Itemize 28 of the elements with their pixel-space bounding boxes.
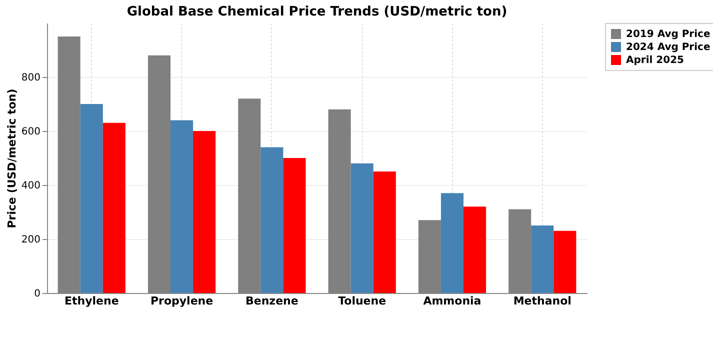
legend-label: 2024 Avg Price bbox=[626, 42, 710, 53]
legend-label: 2019 Avg Price bbox=[626, 29, 710, 40]
bar bbox=[260, 147, 284, 293]
legend-label: April 2025 bbox=[626, 55, 684, 66]
y-tick-label: 0 bbox=[34, 288, 40, 300]
bar bbox=[80, 104, 103, 293]
y-tick-label: 800 bbox=[21, 72, 40, 84]
bar bbox=[283, 158, 306, 293]
y-tick-label: 200 bbox=[21, 234, 40, 246]
bar bbox=[350, 163, 374, 293]
chart-title: Global Base Chemical Price Trends (USD/metric ton) bbox=[126, 4, 508, 20]
x-tick-label: Benzene bbox=[246, 294, 298, 308]
y-tick-label: 400 bbox=[21, 180, 40, 192]
y-axis-title: Price (USD/metric ton) bbox=[5, 88, 18, 228]
x-tick-label: Ammonia bbox=[423, 294, 482, 308]
x-tick-label: Toluene bbox=[338, 294, 386, 308]
bar bbox=[373, 172, 396, 293]
bar bbox=[102, 122, 126, 293]
bar bbox=[463, 206, 486, 293]
x-tick-label: Ethylene bbox=[64, 294, 119, 308]
y-tick-label: 600 bbox=[21, 126, 40, 138]
bar bbox=[193, 131, 216, 293]
bar bbox=[531, 226, 554, 293]
x-tick-label: Methanol bbox=[513, 294, 572, 308]
bar bbox=[440, 193, 464, 293]
x-tick-label: Propylene bbox=[150, 294, 214, 308]
bar bbox=[170, 120, 194, 293]
bar bbox=[554, 230, 576, 293]
